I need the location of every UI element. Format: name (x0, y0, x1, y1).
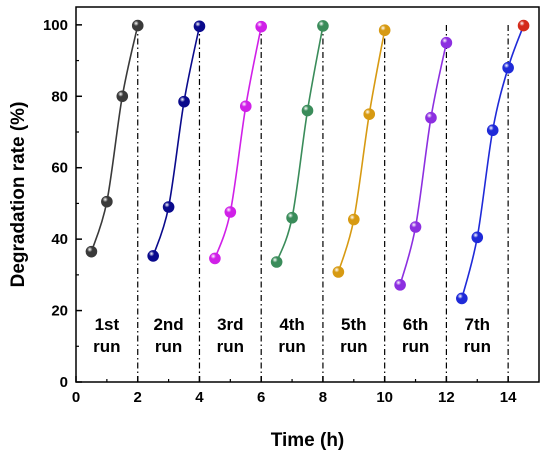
x-tick-label-7: 14 (500, 389, 517, 406)
x-tick-label-1: 2 (134, 389, 142, 406)
run-label-4-line-2: run (278, 337, 305, 356)
y-axis-title: Degradation rate (%) (8, 102, 29, 288)
data-point-run2-1 (147, 250, 159, 262)
run-label-1-line-1: 1st (95, 315, 120, 334)
run-labels: 1st run 2nd run 3rd run 4th run 5th run 6th run 7th r… (93, 315, 491, 356)
x-tick-label-4: 8 (319, 389, 327, 406)
data-point-run5-4 (378, 24, 391, 37)
run-label-5-line-2: run (340, 337, 367, 356)
data-point-run1-3 (116, 90, 129, 103)
data-point-run3-1 (209, 252, 221, 265)
data-point-run1-2 (101, 195, 113, 208)
data-point-run3-4 (255, 20, 268, 33)
data-point-run4-4 (317, 20, 329, 32)
x-tick-label-5: 10 (376, 389, 393, 406)
data-point-run1-1 (85, 245, 98, 258)
data-point-run2-2 (162, 201, 175, 213)
data-point-run6-3 (425, 111, 437, 124)
run-label-7-line-1: 7th (465, 315, 491, 334)
x-axis-title: Time (h) (271, 430, 345, 451)
data-point-run3-2 (224, 206, 237, 218)
run-label-4-line-1: 4th (279, 315, 305, 334)
run-label-3-line-2: run (217, 337, 244, 356)
data-point-run7-2 (471, 231, 484, 244)
run-label-5-line-1: 5th (341, 315, 367, 334)
run-label-6-line-2: run (402, 337, 429, 356)
x-tick-label-6: 12 (438, 389, 455, 406)
series-line-3 (214, 26, 262, 259)
data-point-run7-4 (502, 61, 514, 74)
run-label-3: 3rd run (217, 315, 244, 356)
y-tick-label-2: 40 (51, 231, 68, 248)
run-label-7: 7th run (464, 315, 491, 356)
plot-frame (75, 6, 540, 383)
run-separators (137, 24, 509, 382)
run-label-5: 5th run (340, 315, 367, 356)
y-tick-label-1: 20 (51, 303, 68, 320)
x-tick-label-2: 4 (195, 389, 204, 406)
y-tick-label-0: 0 (60, 374, 68, 391)
y-tick-label-5: 100 (43, 17, 68, 34)
run-label-7-line-2: run (464, 337, 491, 356)
series-line-5 (337, 30, 386, 273)
data-point-run4-3 (301, 104, 314, 117)
run-label-4: 4th run (278, 315, 305, 356)
run-label-6-line-1: 6th (403, 315, 429, 334)
series-line-7 (461, 25, 525, 299)
data-point-run2-4 (193, 20, 206, 33)
data-point-run4-2 (286, 211, 298, 224)
data-point-run7-5 (517, 19, 530, 32)
data-point-run6-4 (440, 36, 453, 49)
data-point-run6-1 (394, 279, 406, 291)
axes: 0 2 4 6 8 10 12 14 0 20 40 60 80 100 (43, 6, 540, 406)
data-point-run6-2 (409, 221, 422, 233)
run-label-3-line-1: 3rd (217, 315, 243, 334)
series-line-6 (399, 42, 448, 286)
y-tick-label-3: 60 (51, 160, 68, 177)
x-tick-label-3: 6 (257, 389, 265, 406)
run-label-1-line-2: run (93, 337, 120, 356)
run-label-2-line-2: run (155, 337, 182, 356)
run-label-1: 1st run (93, 315, 120, 356)
x-tick-label-0: 0 (72, 389, 80, 406)
data-point-run7-1 (456, 292, 468, 305)
series-line-1 (90, 25, 139, 252)
data-point-run7-3 (486, 124, 499, 137)
data-point-run5-1 (332, 266, 345, 278)
y-tick-label-4: 80 (51, 88, 68, 105)
run-label-2-line-1: 2nd (153, 315, 183, 334)
series-points (85, 19, 530, 305)
run-label-2: 2nd run (153, 315, 183, 356)
data-point-run3-3 (239, 100, 252, 113)
run-label-6: 6th run (402, 315, 429, 356)
data-point-run1-4 (131, 19, 144, 32)
data-point-run5-2 (347, 213, 360, 226)
data-point-run2-3 (178, 95, 190, 108)
data-point-run4-1 (270, 256, 283, 268)
series-line-2 (152, 26, 201, 257)
data-point-run5-3 (363, 108, 376, 120)
series-line-4 (275, 25, 324, 263)
